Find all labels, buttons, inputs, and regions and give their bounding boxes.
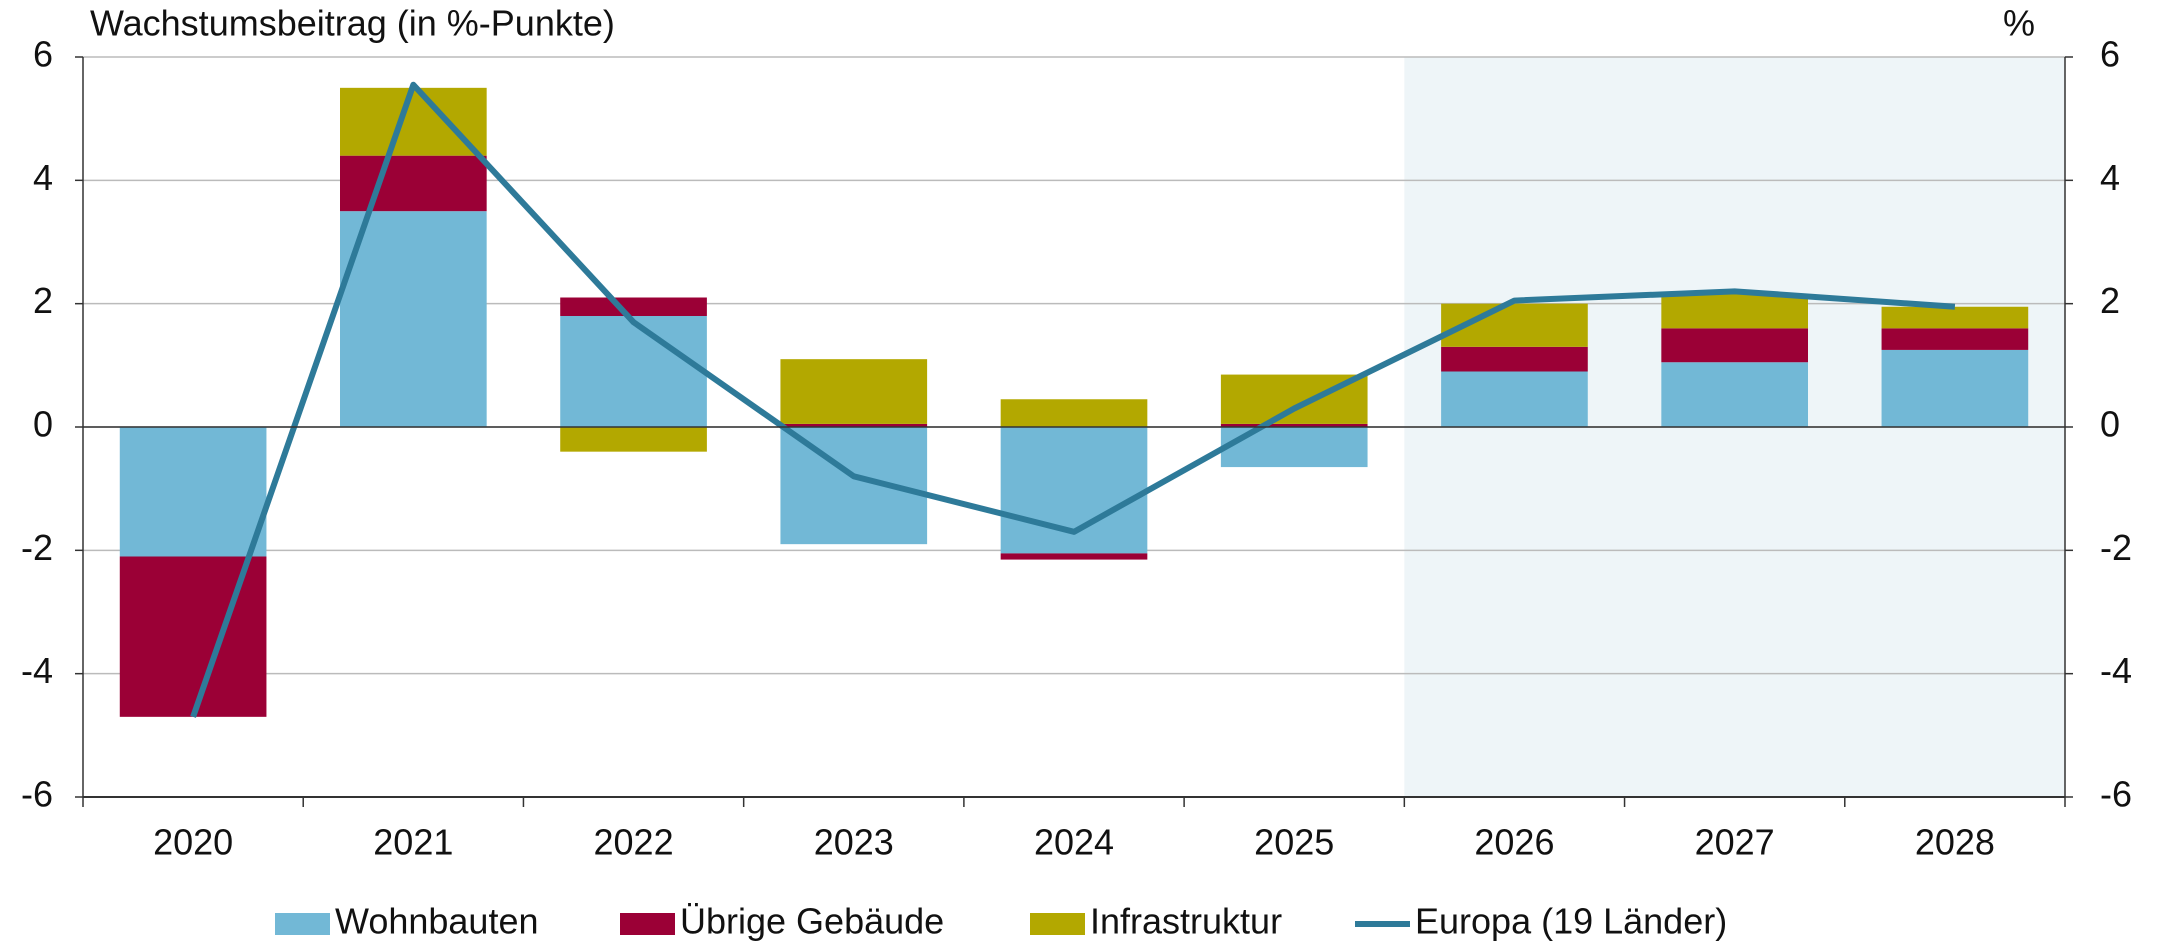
bar: [1000, 399, 1148, 427]
legend-swatch: [275, 913, 330, 935]
x-tick-label: 2020: [153, 822, 233, 863]
y2-title: %: [2003, 3, 2035, 44]
y-tick-label: 0: [33, 404, 53, 445]
legend-swatch: [620, 913, 675, 935]
bar: [1661, 328, 1809, 363]
y-tick-label: 6: [33, 34, 53, 75]
legend-item: Wohnbauten: [275, 901, 539, 942]
bar: [1441, 371, 1588, 427]
bar: [560, 316, 707, 427]
legend-label: Übrige Gebäude: [680, 901, 944, 942]
y2-tick-label: -2: [2100, 527, 2132, 568]
line-series: [190, 81, 1956, 718]
legend-item: Europa (19 Länder): [1355, 901, 1727, 942]
y2-tick-label: 2: [2100, 280, 2120, 321]
chart-title: Wachstumsbeitrag (in %-Punkte): [90, 3, 615, 44]
legend-item: Übrige Gebäude: [620, 901, 944, 942]
bar: [560, 427, 707, 452]
bar: [1000, 553, 1148, 560]
bar: [339, 87, 487, 156]
legend-item: Infrastruktur: [1030, 901, 1282, 942]
x-tick-label: 2026: [1474, 822, 1554, 863]
bar: [339, 211, 487, 427]
bar: [560, 297, 707, 316]
y2-tick-label: 0: [2100, 404, 2120, 445]
x-tick-label: 2021: [373, 822, 453, 863]
x-tick-label: 2022: [594, 822, 674, 863]
bar: [119, 427, 267, 557]
y2-tick-label: 4: [2100, 157, 2120, 198]
bar: [339, 155, 487, 212]
x-tick-label: 2025: [1254, 822, 1334, 863]
x-tick-label: 2028: [1915, 822, 1995, 863]
y2-tick-label: -6: [2100, 774, 2132, 815]
bar: [119, 556, 267, 717]
legend-label: Europa (19 Länder): [1415, 901, 1727, 942]
y-tick-label: -4: [21, 650, 53, 691]
legend-label: Infrastruktur: [1090, 901, 1282, 942]
bar: [780, 359, 928, 424]
y-tick-label: 4: [33, 157, 53, 198]
bar: [1881, 306, 2029, 329]
bar: [1220, 423, 1368, 427]
bar: [1661, 294, 1809, 329]
y2-tick-label: -4: [2100, 650, 2132, 691]
y-tick-label: -2: [21, 527, 53, 568]
bar: [780, 427, 928, 545]
x-tick-label: 2024: [1034, 822, 1114, 863]
y-tick-label: 2: [33, 280, 53, 321]
y2-tick-label: 6: [2100, 34, 2120, 75]
bar: [1661, 362, 1809, 427]
legend-label: Wohnbauten: [335, 901, 539, 942]
x-tick-label: 2023: [814, 822, 894, 863]
y-tick-label: -6: [21, 774, 53, 815]
bar: [1441, 346, 1588, 372]
bar: [780, 423, 928, 427]
bar: [1220, 427, 1368, 468]
bar: [1881, 349, 2029, 427]
bar: [1881, 328, 2029, 350]
x-tick-label: 2027: [1695, 822, 1775, 863]
legend-swatch: [1030, 913, 1085, 935]
